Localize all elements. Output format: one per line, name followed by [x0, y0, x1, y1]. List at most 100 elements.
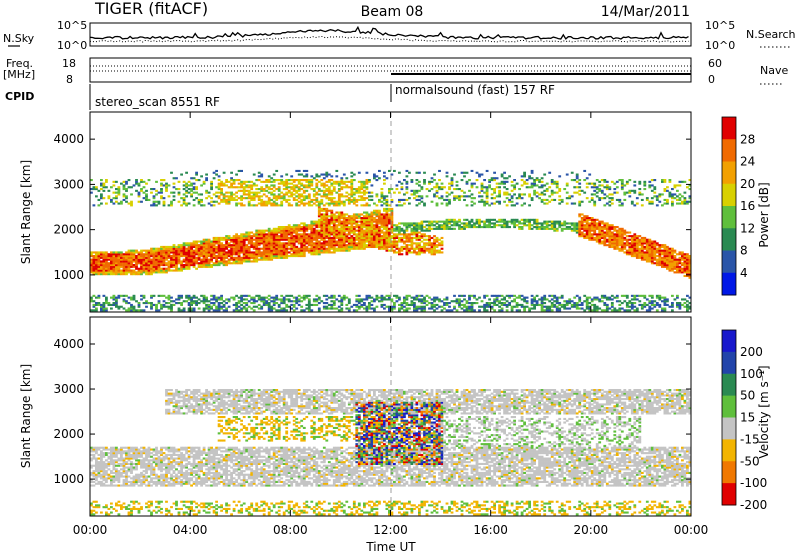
- power-cell: [390, 200, 394, 203]
- power-cell: [365, 182, 369, 185]
- power-cell: [598, 180, 602, 183]
- power-cell: [423, 249, 426, 252]
- power-cell: [485, 305, 489, 308]
- power-cell: [140, 189, 143, 192]
- power-cell: [197, 198, 201, 202]
- power-cell: [195, 247, 198, 250]
- power-cell: [485, 200, 489, 203]
- power-cell: [280, 229, 284, 232]
- power-cell: [352, 200, 356, 203]
- power-cell: [570, 202, 574, 205]
- power-cell: [230, 249, 233, 252]
- power-cell: [568, 197, 572, 200]
- power-cell: [605, 186, 609, 189]
- power-cell: [443, 198, 446, 202]
- power-cell: [355, 198, 359, 202]
- power-cell: [282, 231, 286, 234]
- power-cell: [155, 305, 158, 308]
- power-cell: [350, 244, 354, 247]
- power-cell: [257, 247, 261, 250]
- power-cell: [505, 309, 509, 312]
- power-cell: [345, 238, 349, 241]
- power-cell: [255, 300, 259, 303]
- power-cell: [615, 229, 619, 232]
- power-cell: [360, 227, 364, 230]
- power-cell: [185, 189, 188, 192]
- power-cell: [378, 300, 381, 303]
- power-cell: [405, 307, 409, 310]
- power-cell: [297, 303, 301, 307]
- power-cell: [210, 180, 213, 183]
- power-cell: [297, 251, 301, 254]
- power-cell: [260, 186, 264, 189]
- power-cell: [410, 238, 414, 241]
- power-cell: [618, 300, 622, 303]
- power-cell: [428, 236, 431, 240]
- power-cell: [167, 264, 171, 267]
- power-cell: [515, 197, 519, 200]
- power-cell: [388, 220, 391, 223]
- power-cell: [240, 204, 243, 207]
- power-cell: [378, 235, 381, 238]
- power-cell: [190, 307, 193, 310]
- power-cell: [212, 294, 216, 297]
- power-cell: [232, 247, 236, 250]
- power-cell: [583, 217, 587, 220]
- power-cell: [363, 217, 366, 220]
- power-cell: [180, 262, 183, 265]
- power-cell: [588, 309, 592, 312]
- power-cell: [262, 200, 266, 203]
- power-cell: [127, 309, 131, 312]
- power-cell: [160, 195, 163, 198]
- power-cell: [418, 180, 421, 183]
- power-cell: [363, 215, 366, 218]
- power-cell: [370, 222, 374, 225]
- power-cell: [187, 264, 191, 267]
- power-cell: [175, 258, 178, 261]
- beam-label: Beam 08: [361, 4, 424, 20]
- power-cell: [395, 247, 399, 250]
- power-cell: [125, 189, 128, 192]
- power-cell: [160, 255, 163, 258]
- power-cell: [515, 309, 519, 312]
- power-cell: [115, 256, 118, 259]
- power-cell: [287, 204, 291, 207]
- power-cell: [613, 296, 617, 299]
- power-cell: [327, 224, 331, 227]
- power-cell: [215, 309, 218, 312]
- power-cell: [525, 218, 529, 221]
- power-cell: [360, 180, 364, 183]
- power-cell: [167, 204, 171, 207]
- power-cell: [490, 302, 494, 305]
- power-cell: [300, 245, 304, 249]
- power-cell: [180, 253, 183, 256]
- power-cell: [478, 218, 481, 221]
- power-cell: [202, 309, 206, 312]
- power-cell: [440, 195, 444, 198]
- power-cell: [175, 264, 178, 267]
- power-cell: [270, 251, 274, 254]
- power-cell: [110, 264, 113, 267]
- power-cell: [195, 296, 198, 299]
- power-cell: [578, 220, 582, 223]
- power-cell: [485, 202, 489, 205]
- power-cell: [297, 240, 301, 243]
- power-cell: [395, 240, 399, 243]
- power-cell: [415, 179, 419, 182]
- power-cell: [267, 238, 271, 241]
- power-cell: [177, 298, 181, 301]
- power-cell: [327, 204, 331, 207]
- power-cell: [393, 233, 396, 236]
- power-cell: [265, 253, 269, 256]
- power-cell: [172, 300, 176, 303]
- power-cell: [605, 188, 609, 191]
- power-cell: [470, 220, 474, 223]
- power-cell: [252, 238, 256, 241]
- power-cell: [503, 222, 506, 225]
- power-cell: [177, 180, 181, 183]
- power-cell: [147, 253, 151, 256]
- power-cell: [295, 298, 299, 301]
- power-cell: [107, 265, 111, 268]
- power-cell: [137, 260, 141, 263]
- power-cell: [438, 188, 441, 191]
